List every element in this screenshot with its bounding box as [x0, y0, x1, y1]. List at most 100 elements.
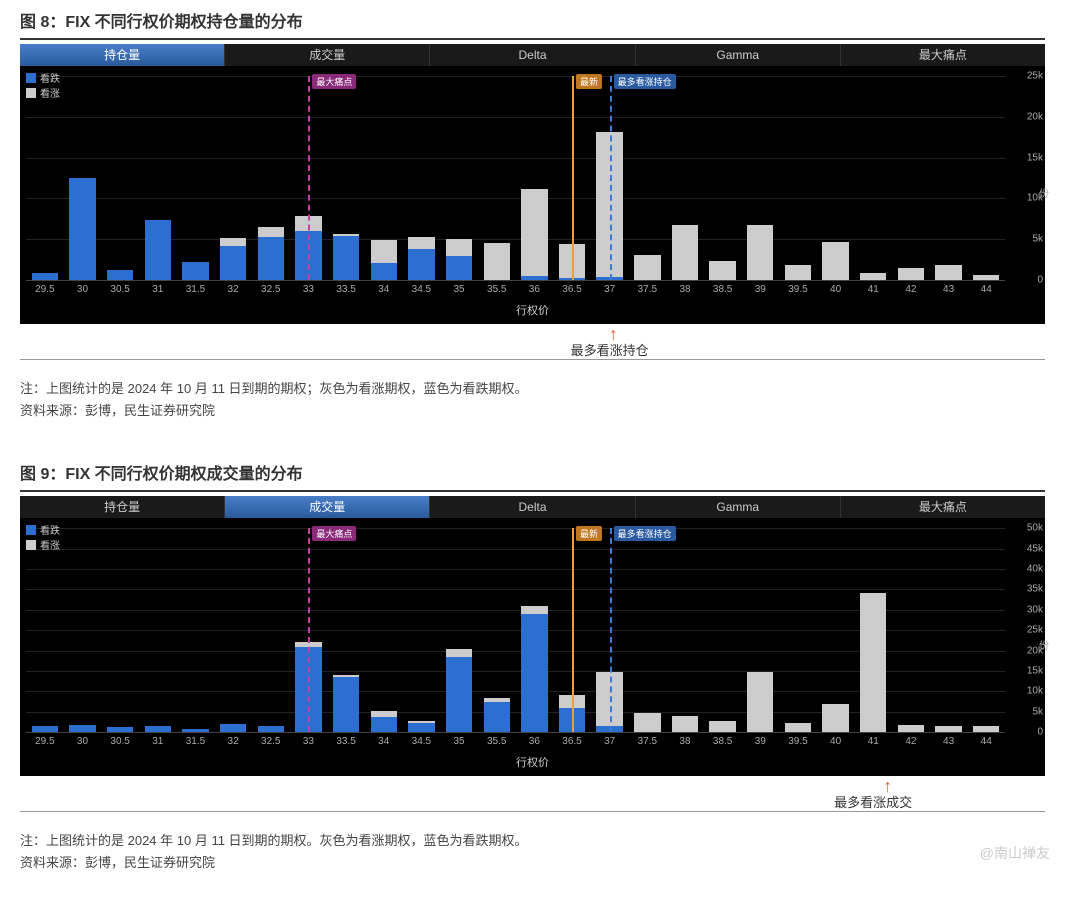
title-rule — [20, 490, 1045, 492]
bar-call-seg — [747, 672, 773, 732]
tab-2[interactable]: Delta — [430, 44, 635, 66]
fig9-chart: 持仓量成交量DeltaGamma最大痛点看跌看涨05k10k15k20k25k3… — [20, 496, 1045, 776]
vline-label-max_pain: 最大痛点 — [312, 74, 356, 89]
bar-slot — [930, 528, 968, 732]
xtick-label: 31 — [139, 733, 177, 752]
vline-max_call: 最多看涨持仓 — [610, 76, 612, 280]
bar — [935, 265, 961, 281]
xtick-label: 32 — [214, 281, 252, 300]
bar — [672, 716, 698, 732]
xtick-label: 38.5 — [704, 733, 742, 752]
xtick-label: 42 — [892, 733, 930, 752]
bar-slot — [741, 76, 779, 280]
bars-container: 最大痛点最新最多看涨持仓 — [26, 76, 1005, 280]
ytick-label: 40k — [1027, 563, 1043, 574]
vline-label-max_pain: 最大痛点 — [312, 526, 356, 541]
arrow-icon: ↑ — [594, 328, 633, 340]
xtick-label: 34 — [365, 281, 403, 300]
note-line: 资料来源：彭博，民生证券研究院 — [20, 400, 1045, 422]
notes-rule — [20, 359, 1045, 360]
bar-put-seg — [333, 236, 359, 280]
bar-call-seg — [898, 268, 924, 280]
xtick-label: 30 — [64, 281, 102, 300]
bar — [371, 240, 397, 280]
bar-call-seg — [898, 725, 924, 732]
ytick-label: 0 — [1037, 275, 1043, 286]
title-rule — [20, 38, 1045, 40]
tab-0[interactable]: 持仓量 — [20, 44, 225, 66]
fig8-title: 图 8：FIX 不同行权价期权持仓量的分布 — [0, 0, 1065, 38]
tab-4[interactable]: 最大痛点 — [841, 496, 1045, 518]
legend-label: 看跌 — [40, 522, 60, 537]
bar-slot — [967, 76, 1005, 280]
bar — [333, 234, 359, 280]
legend-item: 看涨 — [26, 537, 60, 552]
bar-slot — [516, 528, 554, 732]
bar — [32, 273, 58, 280]
bar-slot — [817, 528, 855, 732]
bar-slot — [101, 528, 139, 732]
bar — [709, 261, 735, 280]
legend: 看跌看涨 — [26, 522, 60, 552]
bar-call-seg — [860, 593, 886, 732]
bar — [747, 672, 773, 732]
bar-call-seg — [822, 704, 848, 733]
tab-bar: 持仓量成交量DeltaGamma最大痛点 — [20, 44, 1045, 66]
bar-call-seg — [446, 649, 472, 657]
tab-4[interactable]: 最大痛点 — [841, 44, 1045, 66]
ytick-label: 50k — [1027, 523, 1043, 534]
bar — [107, 270, 133, 280]
bar-slot — [327, 528, 365, 732]
bar-put-seg — [371, 717, 397, 732]
bars-container: 最大痛点最新最多看涨持仓 — [26, 528, 1005, 732]
legend-swatch — [26, 88, 36, 98]
xtick-label: 30 — [64, 733, 102, 752]
xtick-label: 29.5 — [26, 733, 64, 752]
xtick-label: 39 — [741, 281, 779, 300]
bar-put-seg — [371, 263, 397, 280]
tab-1[interactable]: 成交量 — [225, 496, 430, 518]
x-axis: 29.53030.53131.53232.53333.53434.53535.5… — [26, 280, 1005, 300]
bar-slot — [516, 76, 554, 280]
ytick-label: 25k — [1027, 71, 1043, 82]
ytick-label: 15k — [1027, 665, 1043, 676]
tab-3[interactable]: Gamma — [636, 496, 841, 518]
bar-slot — [327, 76, 365, 280]
bar-call-seg — [747, 225, 773, 280]
xtick-label: 38 — [666, 281, 704, 300]
xtick-label: 37 — [591, 733, 629, 752]
legend-item: 看跌 — [26, 70, 60, 85]
bar — [484, 243, 510, 280]
tab-1[interactable]: 成交量 — [225, 44, 430, 66]
bar-slot — [440, 76, 478, 280]
bar-slot — [64, 76, 102, 280]
bar-slot — [440, 528, 478, 732]
note-line: 注：上图统计的是 2024 年 10 月 11 日到期的期权。灰色为看涨期权，蓝… — [20, 830, 1045, 852]
bar-call-seg — [785, 265, 811, 280]
bar-put-seg — [333, 677, 359, 732]
bar-call-seg — [521, 606, 547, 614]
tab-3[interactable]: Gamma — [636, 44, 841, 66]
bar-put-seg — [446, 657, 472, 732]
y-unit: 份 — [1039, 185, 1049, 200]
bar — [898, 725, 924, 732]
xtick-label: 33 — [290, 281, 328, 300]
legend-label: 看涨 — [40, 537, 60, 552]
ytick-label: 45k — [1027, 543, 1043, 554]
bar-slot — [139, 528, 177, 732]
xtick-label: 38 — [666, 733, 704, 752]
annotation: ↑最多看涨持仓 — [0, 328, 1065, 359]
tab-0[interactable]: 持仓量 — [20, 496, 225, 518]
bar-slot — [478, 76, 516, 280]
notes: 注：上图统计的是 2024 年 10 月 11 日到期的期权；灰色为看涨期权，蓝… — [20, 370, 1045, 422]
bar — [371, 711, 397, 733]
bar — [145, 220, 171, 280]
xtick-label: 33.5 — [327, 733, 365, 752]
tab-2[interactable]: Delta — [430, 496, 635, 518]
xtick-label: 35.5 — [478, 733, 516, 752]
xtick-label: 43 — [930, 733, 968, 752]
x-label: 行权价 — [20, 300, 1045, 324]
bar — [258, 227, 284, 280]
bar-slot — [64, 528, 102, 732]
bar — [634, 713, 660, 733]
